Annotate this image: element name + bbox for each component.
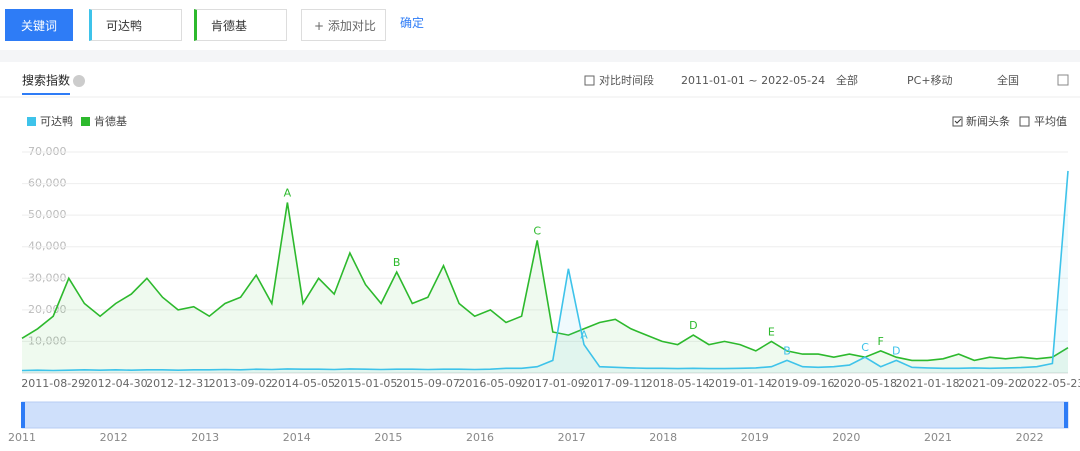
x-tick-label: 2011-08-29 — [21, 377, 85, 390]
filter[interactable]: 全部 — [836, 73, 858, 87]
filter[interactable]: 全国 — [997, 73, 1019, 87]
x-tick-label: 2014-05-05 — [271, 377, 335, 390]
navigator-handle[interactable] — [21, 402, 25, 428]
keyword[interactable]: 肯德基 — [194, 9, 287, 41]
navigator — [21, 401, 1069, 429]
add-button[interactable]: + 添加对比 — [301, 9, 386, 41]
line — [21, 202, 1069, 362]
legend-label: 可达鸭 — [40, 115, 73, 128]
x-tick-label: 2019-09-16 — [771, 377, 835, 390]
checkbox[interactable] — [1019, 116, 1030, 127]
annotation: A — [580, 329, 588, 342]
x-tick-label: 2016-05-09 — [458, 377, 522, 390]
annotation: B — [783, 344, 791, 357]
x-tick-label: 2021-01-18 — [896, 377, 960, 390]
year-label: 2016 — [466, 431, 494, 444]
help-icon[interactable] — [73, 75, 85, 87]
x-tick-label: 2017-09-11 — [583, 377, 647, 390]
annotation: D — [892, 344, 900, 357]
legend-label: 肯德基 — [94, 114, 127, 128]
checkbox[interactable] — [584, 75, 595, 86]
x-tick-label: 2018-05-14 — [646, 377, 710, 390]
year-label: 2018 — [649, 431, 677, 444]
year-label: 2022 — [1016, 431, 1044, 444]
x-tick-label: 2013-09-02 — [209, 377, 273, 390]
year-label: 2011 — [8, 431, 36, 444]
x-tick-label: 2012-12-31 — [146, 377, 210, 390]
filter[interactable]: PC+移动 — [907, 74, 953, 87]
x-tick-label: 2017-01-09 — [521, 377, 585, 390]
keyword[interactable]: 可达鸭 — [89, 9, 182, 41]
legend-swatch — [81, 117, 90, 126]
annotation: B — [393, 256, 401, 269]
annotation: D — [689, 319, 697, 332]
export-icon[interactable] — [1057, 74, 1069, 86]
legend-swatch — [27, 117, 36, 126]
line — [21, 170, 1069, 372]
annotation: C — [533, 224, 541, 237]
annotation: E — [768, 325, 775, 338]
year-label: 2012 — [100, 431, 128, 444]
keyword-button[interactable]: 关键词 — [5, 9, 73, 41]
x-tick-label: 2022-05-23 — [1020, 377, 1080, 390]
confirm-button[interactable]: 确定 — [390, 7, 425, 39]
year-label: 2015 — [374, 431, 402, 444]
x-tick-label: 2012-04-30 — [84, 377, 148, 390]
year-label: 2017 — [558, 431, 586, 444]
x-tick-label: 2020-05-18 — [833, 377, 897, 390]
x-tick-label: 2015-01-05 — [333, 377, 397, 390]
annotation: F — [877, 335, 883, 348]
checkbox-checked[interactable] — [952, 116, 963, 127]
x-tick-label: 2019-01-14 — [708, 377, 772, 390]
compare-label: 对比时间段 — [599, 73, 654, 87]
average-label: 平均值 — [1034, 115, 1067, 128]
year-label: 2021 — [924, 431, 952, 444]
year-label: 2020 — [832, 431, 860, 444]
year-label: 2014 — [283, 431, 311, 444]
annotation: C — [861, 341, 869, 354]
date-range[interactable]: 2011-01-01 ~ 2022-05-24 — [681, 74, 825, 87]
x-tick-label: 2021-09-20 — [958, 377, 1022, 390]
news-label: 新闻头条 — [966, 114, 1010, 128]
navigator-handle[interactable] — [1064, 402, 1068, 428]
annotation: A — [284, 187, 292, 200]
x-tick-label: 2015-09-07 — [396, 377, 460, 390]
year-label: 2019 — [741, 431, 769, 444]
tab[interactable]: 搜索指数 — [22, 73, 70, 88]
year-label: 2013 — [191, 431, 219, 444]
toolbar: 关键词 可达鸭 肯德基 + 添加对比 确定 — [0, 0, 1080, 50]
check — [954, 118, 962, 124]
